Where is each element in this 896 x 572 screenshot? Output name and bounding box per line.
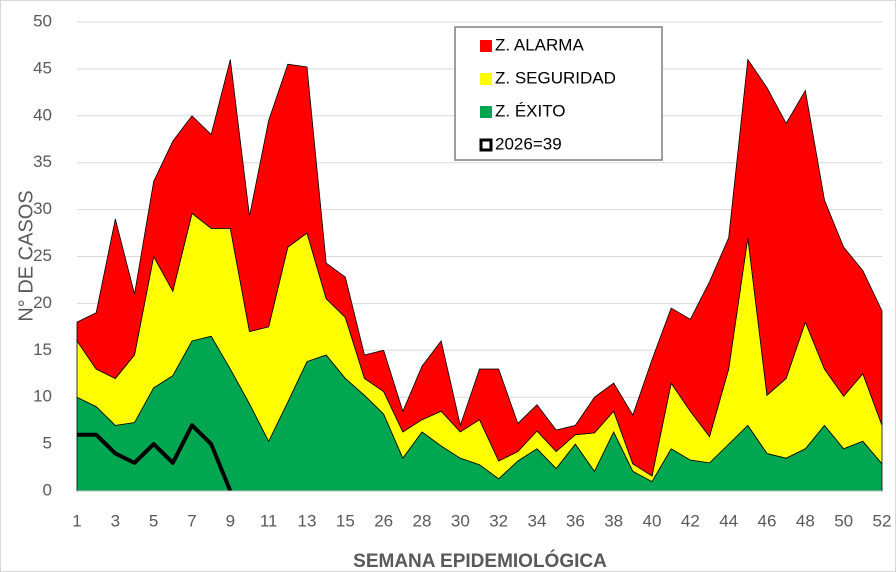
x-tick-label: 13	[298, 511, 317, 530]
y-tick-label: 0	[43, 480, 52, 499]
x-tick-label: 36	[566, 511, 585, 530]
x-tick-label: 28	[413, 511, 432, 530]
legend: Z. ALARMA Z. SEGURIDAD Z. ÉXITO 2026=39	[454, 26, 663, 161]
x-tick-label: 38	[604, 511, 623, 530]
y-tick-label: 25	[33, 246, 52, 265]
x-tick-label: 9	[226, 511, 235, 530]
y-axis-label: N° DE CASOS	[15, 190, 37, 321]
x-tick-label: 15	[336, 511, 355, 530]
legend-label: Z. ÉXITO	[495, 101, 566, 120]
x-tick-label: 40	[643, 511, 662, 530]
legend-label: 2026=39	[495, 134, 562, 153]
line	[77, 423, 233, 492]
x-tick-label: 30	[451, 511, 470, 530]
x-tick-label: 1	[72, 511, 81, 530]
y-tick-label: 30	[33, 199, 52, 218]
x-tick-label: 5	[149, 511, 158, 530]
x-tick-label: 48	[796, 511, 815, 530]
y-tick-label: 50	[33, 11, 52, 30]
x-tick-label: 34	[528, 511, 547, 530]
area	[76, 58, 883, 477]
x-tick-label: 11	[260, 511, 278, 530]
legend-label: Z. SEGURIDAD	[495, 68, 616, 87]
x-axis-label: SEMANA EPIDEMIOLÓGICA	[353, 550, 607, 572]
x-tick-label: 52	[873, 511, 892, 530]
x-tick-label: 3	[111, 511, 120, 530]
legend-swatch	[480, 73, 492, 85]
x-tick-label: 32	[489, 511, 508, 530]
x-tick-label: 42	[681, 511, 700, 530]
y-tick-label: 45	[33, 58, 52, 77]
x-tick-label: 46	[758, 511, 777, 530]
y-tick-label: 35	[33, 152, 52, 171]
legend-swatch	[480, 106, 492, 118]
legend-swatch	[479, 138, 493, 152]
x-tick-label: 44	[719, 511, 738, 530]
y-tick-label: 15	[33, 340, 52, 359]
x-tick-label: 50	[834, 511, 853, 530]
y-tick-label: 20	[33, 293, 52, 312]
x-tick-label: 26	[374, 511, 393, 530]
y-tick-label: 10	[33, 387, 52, 406]
y-tick-label: 5	[43, 434, 52, 453]
legend-swatch	[480, 40, 492, 52]
legend-label: Z. ALARMA	[495, 35, 584, 54]
y-tick-label: 40	[33, 105, 52, 124]
x-tick-label: 7	[187, 511, 196, 530]
